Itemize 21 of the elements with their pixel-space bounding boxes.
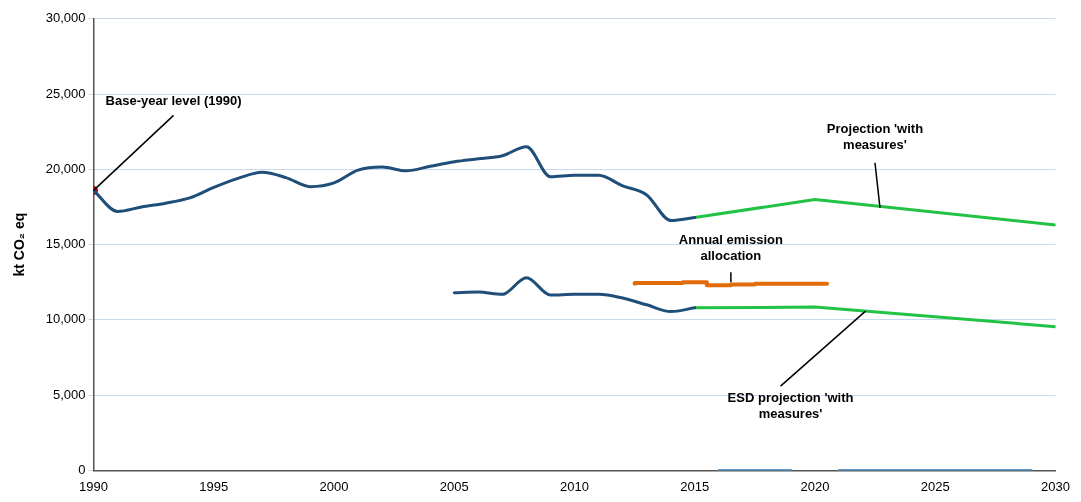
annotation: Base-year level (1990) bbox=[105, 93, 242, 109]
y-tick-label: 25,000 bbox=[45, 85, 86, 101]
y-tick-label: 30,000 bbox=[45, 10, 86, 26]
x-tick-label: 2030 bbox=[1041, 478, 1070, 494]
annotation: Annual emission allocation bbox=[678, 232, 783, 264]
y-tick-label: 10,000 bbox=[45, 311, 86, 327]
x-tick-label: 2005 bbox=[439, 478, 469, 494]
annotation: ESD projection 'with measures' bbox=[727, 390, 854, 422]
annotation: Projection 'with measures' bbox=[826, 120, 924, 152]
x-tick-label: 1995 bbox=[199, 478, 229, 494]
y-tick-label: 0 bbox=[78, 461, 86, 477]
y-tick-label: 20,000 bbox=[45, 160, 86, 176]
x-tick-label: 2020 bbox=[800, 478, 830, 494]
x-tick-label: 2000 bbox=[319, 478, 349, 494]
y-axis-title: kt CO₂ eq bbox=[11, 212, 28, 277]
y-tick-label: 15,000 bbox=[45, 236, 86, 252]
x-tick-label: 2015 bbox=[680, 478, 710, 494]
x-tick-label: 2025 bbox=[920, 478, 950, 494]
y-tick-label: 5,000 bbox=[53, 386, 86, 402]
x-tick-label: 2010 bbox=[560, 478, 590, 494]
x-tick-label: 1990 bbox=[79, 478, 109, 494]
